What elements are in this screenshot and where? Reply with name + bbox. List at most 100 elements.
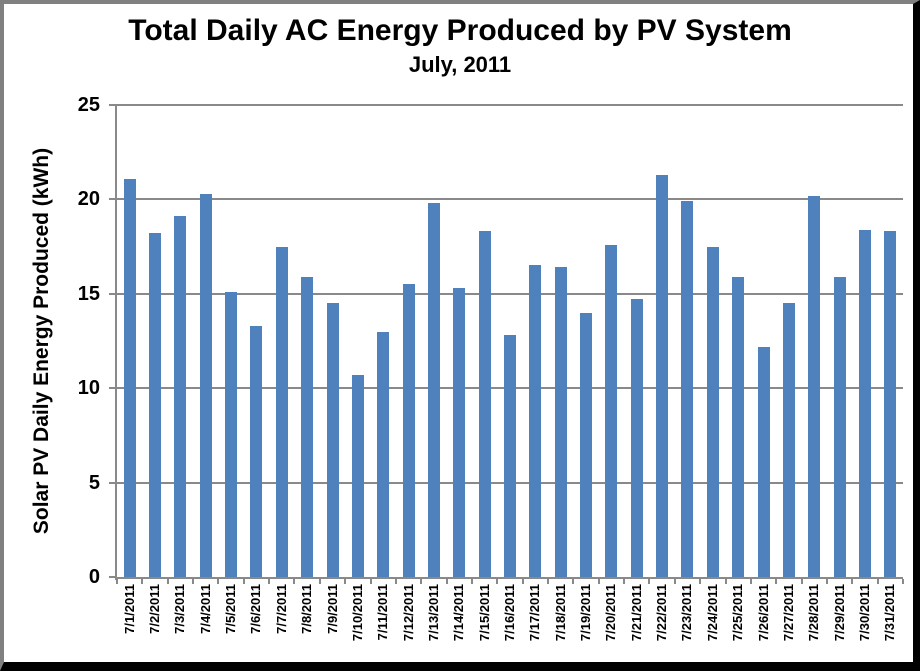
x-axis-tick [902,579,904,584]
y-axis-tick [109,482,117,484]
y-tick-label: 20 [77,188,100,210]
x-tick-label: 7/2/2011 [147,584,162,634]
x-axis-tick [801,579,803,584]
x-tick-label: 7/27/2011 [781,584,796,642]
x-tick-label: 7/21/2011 [629,584,644,642]
x-axis-tick [395,579,397,584]
x-tick-label: 7/19/2011 [578,584,593,642]
x-axis-tick [725,579,727,584]
x-axis-tick [344,579,346,584]
x-axis-tick [217,579,219,584]
x-axis-tick [167,579,169,584]
bar [758,347,770,577]
x-tick-label: 7/6/2011 [248,584,263,634]
x-tick-label: 7/22/2011 [654,584,669,642]
x-tick-label: 7/25/2011 [730,584,745,642]
y-axis-tick [109,576,117,578]
y-axis-tick [109,104,117,106]
bar [732,277,744,577]
gridline [117,104,903,106]
x-tick-label: 7/20/2011 [603,584,618,642]
bar [681,201,693,577]
x-tick-label: 7/10/2011 [350,584,365,642]
x-axis-tick [141,579,143,584]
bar [479,231,491,577]
bar [656,175,668,577]
bar [225,292,237,577]
x-axis-tick [268,579,270,584]
bar [605,245,617,577]
x-tick-label: 7/28/2011 [806,584,821,642]
bar [352,375,364,577]
bar [580,313,592,577]
x-tick-label: 7/16/2011 [502,584,517,642]
bar [200,194,212,577]
x-tick-label: 7/3/2011 [172,584,187,634]
y-axis-tick [109,387,117,389]
x-axis-tick [243,579,245,584]
x-tick-label: 7/23/2011 [679,584,694,642]
chart-title: Total Daily AC Energy Produced by PV Sys… [128,14,792,47]
bar [555,267,567,577]
gridline [117,198,903,200]
x-tick-label: 7/29/2011 [832,584,847,642]
bar [428,203,440,577]
x-tick-label: 7/9/2011 [325,584,340,634]
x-axis-tick [547,579,549,584]
x-axis-tick [293,579,295,584]
x-axis-tick [471,579,473,584]
y-axis-tick [109,293,117,295]
x-axis-line [115,577,903,579]
x-tick-label: 7/7/2011 [274,584,289,634]
y-axis-title: Solar PV Daily Energy Produced (kWh) [30,147,53,535]
x-tick-label: 7/26/2011 [756,584,771,642]
x-tick-label: 7/18/2011 [553,584,568,642]
x-tick-label: 7/1/2011 [122,584,137,634]
x-tick-label: 7/4/2011 [198,584,213,634]
x-tick-label: 7/5/2011 [223,584,238,634]
bar [529,265,541,577]
x-axis-tick [648,579,650,584]
bar [403,284,415,577]
y-axis-tick [109,198,117,200]
bar [149,233,161,577]
x-tick-label: 7/17/2011 [527,584,542,642]
x-axis-tick [522,579,524,584]
bar [783,303,795,577]
bar [631,299,643,577]
bar [327,303,339,577]
x-tick-label: 7/11/2011 [375,584,390,641]
x-axis-tick [877,579,879,584]
y-tick-label: 10 [77,377,100,399]
x-axis-tick [699,579,701,584]
x-axis-tick [598,579,600,584]
bar [834,277,846,577]
x-axis-tick [192,579,194,584]
x-tick-label: 7/12/2011 [401,584,416,642]
x-tick-label: 7/13/2011 [426,584,441,642]
bar [453,288,465,577]
x-axis-tick [496,579,498,584]
x-axis-tick [674,579,676,584]
bar [250,326,262,577]
bar [174,216,186,577]
bar [504,335,516,577]
x-tick-label: 7/31/2011 [882,584,897,642]
bar [707,247,719,577]
x-axis-tick [775,579,777,584]
x-tick-label: 7/14/2011 [451,584,466,642]
x-tick-label: 7/24/2011 [705,584,720,642]
x-tick-label: 7/8/2011 [299,584,314,634]
x-axis-tick [851,579,853,584]
bar [884,231,896,577]
y-tick-label: 5 [88,472,100,494]
x-axis-tick [370,579,372,584]
bar [859,230,871,577]
x-tick-label: 7/15/2011 [477,584,492,642]
bar [124,179,136,577]
bar [276,247,288,577]
y-tick-label: 25 [77,94,100,116]
chart-subtitle: July, 2011 [408,52,512,77]
x-axis-tick [623,579,625,584]
